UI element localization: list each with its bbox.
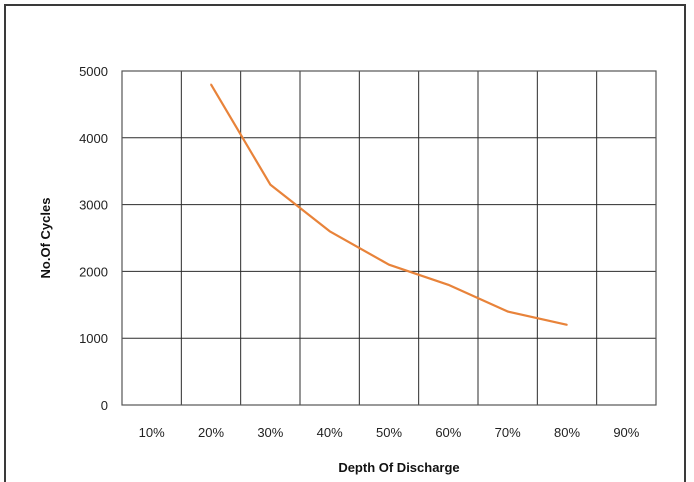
y-tick-label: 3000 bbox=[79, 198, 108, 213]
data-point bbox=[210, 83, 212, 86]
x-tick-label: 90% bbox=[613, 425, 639, 440]
data-point bbox=[447, 283, 450, 286]
horizontal-gridlines bbox=[122, 137, 656, 339]
data-point bbox=[328, 230, 331, 233]
y-tick-label: 4000 bbox=[79, 131, 108, 146]
plot-area-border bbox=[121, 70, 657, 406]
data-point bbox=[566, 324, 568, 326]
x-tick-label: 20% bbox=[198, 425, 224, 440]
data-point bbox=[269, 183, 272, 186]
chart-frame bbox=[4, 4, 686, 482]
x-axis-ticks: 10% 20% 30% 40% 50% 60% 70% 80% 90% bbox=[139, 425, 640, 440]
x-tick-label: 40% bbox=[317, 425, 343, 440]
x-tick-label: 50% bbox=[376, 425, 402, 440]
x-axis-label: Depth Of Discharge bbox=[338, 460, 459, 475]
x-tick-label: 80% bbox=[554, 425, 580, 440]
vertical-gridlines bbox=[180, 71, 598, 405]
x-tick-label: 30% bbox=[257, 425, 283, 440]
data-point bbox=[506, 310, 509, 313]
data-point bbox=[388, 263, 390, 266]
series-group bbox=[210, 83, 568, 326]
y-tick-label: 5000 bbox=[79, 64, 108, 79]
x-tick-label: 60% bbox=[435, 425, 461, 440]
x-tick-label: 70% bbox=[495, 425, 521, 440]
y-axis-label: No.Of Cycles bbox=[38, 198, 53, 279]
y-tick-label: 1000 bbox=[79, 331, 108, 346]
y-tick-label: 0 bbox=[101, 398, 108, 413]
y-tick-label: 2000 bbox=[79, 264, 108, 279]
x-tick-label: 10% bbox=[139, 425, 165, 440]
y-axis-ticks: 0 1000 2000 3000 4000 5000 bbox=[79, 64, 108, 413]
